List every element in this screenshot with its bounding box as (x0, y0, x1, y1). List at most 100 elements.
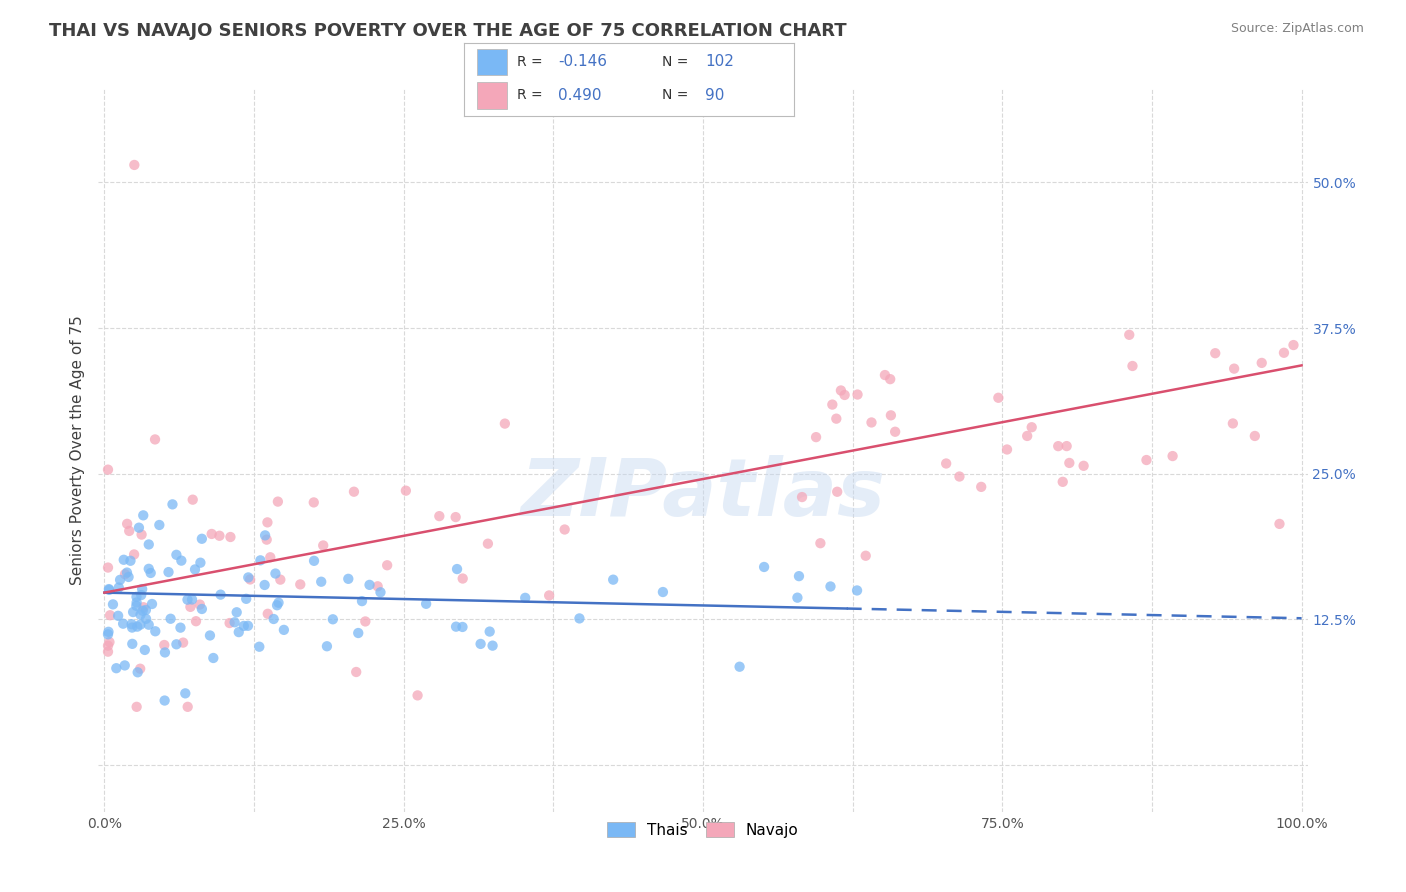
Point (834, 388, 856, 402)
Point (190, 556, 212, 570)
Point (127, 665, 149, 680)
Point (120, 554, 142, 568)
Point (125, 599, 148, 613)
Point (112, 616, 135, 631)
Point (122, 548, 145, 562)
Point (97, 463, 120, 477)
Point (114, 567, 136, 582)
Text: Source: ZipAtlas.com: Source: ZipAtlas.com (1230, 22, 1364, 36)
Point (1118, 327, 1140, 342)
Point (879, 372, 901, 386)
Point (309, 574, 332, 589)
Point (880, 409, 903, 423)
Point (228, 625, 250, 640)
Point (148, 518, 170, 533)
Point (987, 391, 1010, 405)
Point (354, 615, 377, 629)
Point (266, 599, 288, 613)
Point (98, 608, 121, 623)
Point (108, 573, 131, 587)
Point (121, 637, 143, 651)
Point (269, 573, 291, 587)
Point (1135, 453, 1157, 467)
Point (127, 620, 149, 634)
Point (191, 602, 214, 616)
Point (804, 430, 827, 444)
Point (224, 615, 246, 630)
Point (247, 640, 270, 654)
Point (219, 530, 242, 544)
Text: 90: 90 (706, 88, 724, 103)
Point (1021, 420, 1043, 434)
Point (134, 643, 156, 657)
Point (477, 537, 499, 551)
Point (728, 659, 751, 673)
Point (125, 699, 148, 714)
Point (451, 620, 474, 634)
Point (209, 588, 232, 602)
Point (821, 398, 844, 412)
Point (1052, 475, 1074, 489)
Point (1059, 456, 1081, 470)
Point (1204, 346, 1226, 360)
Point (98, 582, 121, 597)
Point (846, 583, 869, 598)
Point (290, 577, 312, 591)
Point (820, 579, 842, 593)
Point (165, 637, 187, 651)
Text: N =: N = (662, 54, 693, 69)
Point (312, 538, 335, 552)
Point (129, 617, 152, 632)
Point (249, 553, 271, 567)
Point (169, 621, 191, 635)
Text: 102: 102 (706, 54, 734, 70)
Point (267, 494, 290, 508)
Point (97, 627, 120, 641)
Point (159, 612, 181, 626)
Point (97, 645, 120, 659)
Point (568, 611, 591, 625)
Point (651, 585, 673, 599)
Point (267, 596, 290, 610)
Point (97, 582, 120, 596)
Point (114, 658, 136, 673)
Point (138, 537, 160, 551)
Point (225, 605, 247, 619)
Point (184, 614, 207, 628)
Y-axis label: Seniors Poverty Over the Age of 75: Seniors Poverty Over the Age of 75 (70, 316, 86, 585)
Point (825, 484, 848, 499)
Point (367, 579, 389, 593)
Point (128, 521, 150, 535)
Point (602, 573, 624, 587)
Point (935, 457, 957, 471)
Point (970, 480, 993, 494)
Point (427, 509, 450, 524)
Point (302, 495, 325, 509)
Point (343, 484, 366, 499)
Point (117, 570, 139, 584)
Point (172, 635, 194, 649)
Point (208, 529, 231, 543)
Point (105, 661, 128, 675)
Point (141, 597, 163, 611)
Point (98, 635, 121, 649)
Point (846, 387, 869, 401)
Point (253, 578, 276, 592)
Point (1222, 417, 1244, 431)
Point (1243, 429, 1265, 443)
Point (143, 433, 166, 447)
Point (162, 497, 184, 511)
Point (1161, 449, 1184, 463)
Point (153, 638, 176, 652)
Point (97, 639, 120, 653)
Point (201, 527, 224, 541)
Point (143, 624, 166, 639)
Point (995, 442, 1018, 457)
Point (1047, 439, 1070, 453)
Point (406, 689, 429, 703)
Point (235, 591, 257, 606)
Point (254, 528, 277, 542)
FancyBboxPatch shape (477, 82, 508, 109)
Text: THAI VS NAVAJO SENIORS POVERTY OVER THE AGE OF 75 CORRELATION CHART: THAI VS NAVAJO SENIORS POVERTY OVER THE … (49, 22, 846, 40)
Point (112, 553, 135, 567)
